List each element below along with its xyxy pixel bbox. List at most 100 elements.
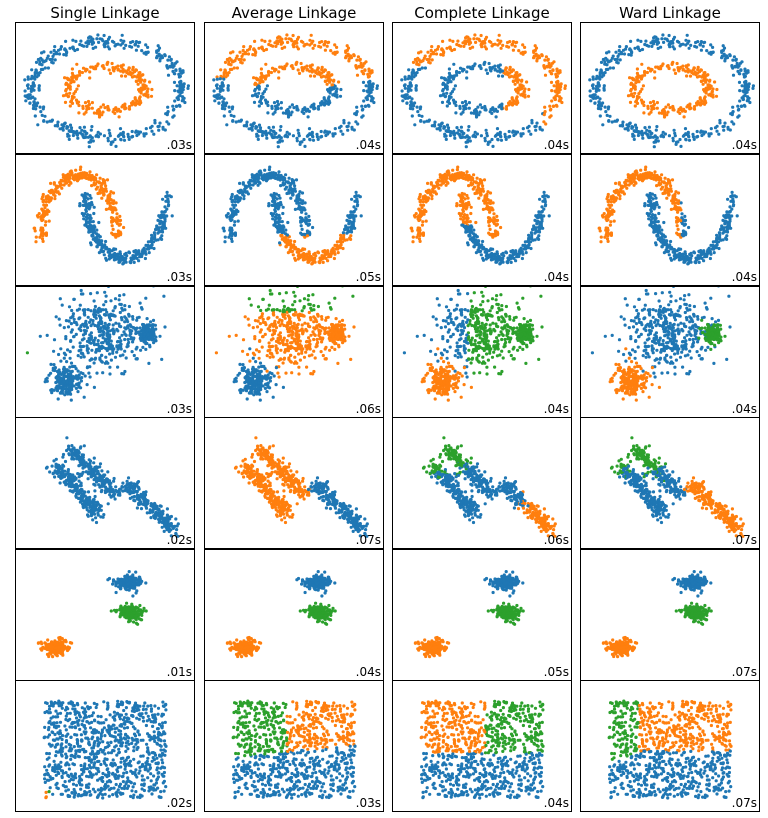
data-point xyxy=(695,135,699,139)
data-point xyxy=(465,225,469,229)
data-point xyxy=(166,73,171,77)
data-point xyxy=(232,206,236,210)
data-point xyxy=(599,240,603,244)
data-point xyxy=(338,94,343,98)
data-point xyxy=(332,250,336,254)
data-point xyxy=(655,106,659,110)
data-point xyxy=(101,191,105,195)
data-point xyxy=(529,132,533,136)
data-point xyxy=(64,53,68,57)
data-point xyxy=(650,44,654,48)
data-point xyxy=(522,90,526,94)
data-point xyxy=(715,124,719,128)
data-point xyxy=(479,134,483,138)
data-point xyxy=(165,214,169,218)
data-point xyxy=(52,48,56,53)
data-point xyxy=(224,75,228,79)
data-point xyxy=(69,128,74,132)
data-point xyxy=(92,67,96,71)
data-point xyxy=(134,79,138,84)
data-point xyxy=(408,81,412,85)
data-point xyxy=(735,61,739,65)
data-point xyxy=(95,228,99,232)
data-point xyxy=(743,89,747,93)
data-point xyxy=(55,123,60,127)
scatter-panel: .05s xyxy=(204,154,384,286)
data-point xyxy=(304,212,308,216)
data-point xyxy=(309,105,313,109)
data-point xyxy=(464,202,468,206)
data-point xyxy=(140,254,144,259)
data-point xyxy=(438,173,442,177)
data-point xyxy=(311,46,315,50)
data-point xyxy=(296,201,300,205)
data-point xyxy=(113,251,117,256)
data-point xyxy=(296,257,300,261)
data-point xyxy=(704,101,708,105)
data-point xyxy=(95,185,100,189)
data-point xyxy=(285,242,289,246)
data-point xyxy=(309,74,313,78)
scatter-plot xyxy=(588,33,755,149)
data-point xyxy=(536,213,540,217)
data-point xyxy=(346,128,350,132)
data-point xyxy=(137,249,141,253)
data-point xyxy=(424,219,428,223)
data-point xyxy=(642,111,646,115)
data-point xyxy=(316,107,321,111)
data-point xyxy=(122,46,126,50)
data-point xyxy=(740,96,744,100)
data-point xyxy=(451,168,455,172)
data-point xyxy=(89,128,93,132)
data-point xyxy=(441,82,445,86)
data-point xyxy=(107,68,111,72)
data-point xyxy=(356,55,360,59)
data-point xyxy=(479,253,483,257)
data-point xyxy=(40,58,44,62)
data-point xyxy=(231,119,235,123)
data-point xyxy=(131,65,135,69)
data-point xyxy=(96,130,100,134)
data-point xyxy=(87,36,91,40)
data-point xyxy=(297,71,302,75)
data-point xyxy=(531,238,535,242)
data-point xyxy=(425,119,429,123)
data-point xyxy=(152,231,156,235)
data-point xyxy=(271,196,275,200)
data-point xyxy=(421,203,426,207)
data-point xyxy=(453,100,458,104)
data-point xyxy=(517,254,521,259)
data-point xyxy=(653,170,657,174)
data-point xyxy=(475,132,479,136)
data-point xyxy=(281,205,285,209)
data-point xyxy=(605,113,609,117)
data-point xyxy=(563,84,567,88)
data-point xyxy=(111,191,116,195)
data-point xyxy=(356,203,360,207)
data-point xyxy=(106,136,110,140)
data-point xyxy=(500,102,504,106)
data-point xyxy=(161,197,165,201)
data-point xyxy=(361,114,365,118)
data-point xyxy=(297,254,301,258)
data-point xyxy=(217,93,221,97)
data-point xyxy=(158,121,162,125)
data-point xyxy=(648,101,653,105)
data-point xyxy=(609,197,613,201)
data-point xyxy=(286,40,290,44)
data-point xyxy=(277,177,281,181)
data-point xyxy=(352,53,356,57)
data-point xyxy=(113,44,117,48)
data-point xyxy=(86,135,90,139)
data-point xyxy=(97,181,102,185)
data-point xyxy=(60,186,64,190)
data-point xyxy=(496,258,500,262)
data-point xyxy=(596,81,600,85)
data-point xyxy=(678,137,682,142)
data-point xyxy=(259,67,263,71)
data-point xyxy=(675,224,679,228)
data-point xyxy=(486,190,490,194)
data-point xyxy=(532,56,536,60)
data-point xyxy=(660,133,664,137)
data-point xyxy=(463,135,467,139)
